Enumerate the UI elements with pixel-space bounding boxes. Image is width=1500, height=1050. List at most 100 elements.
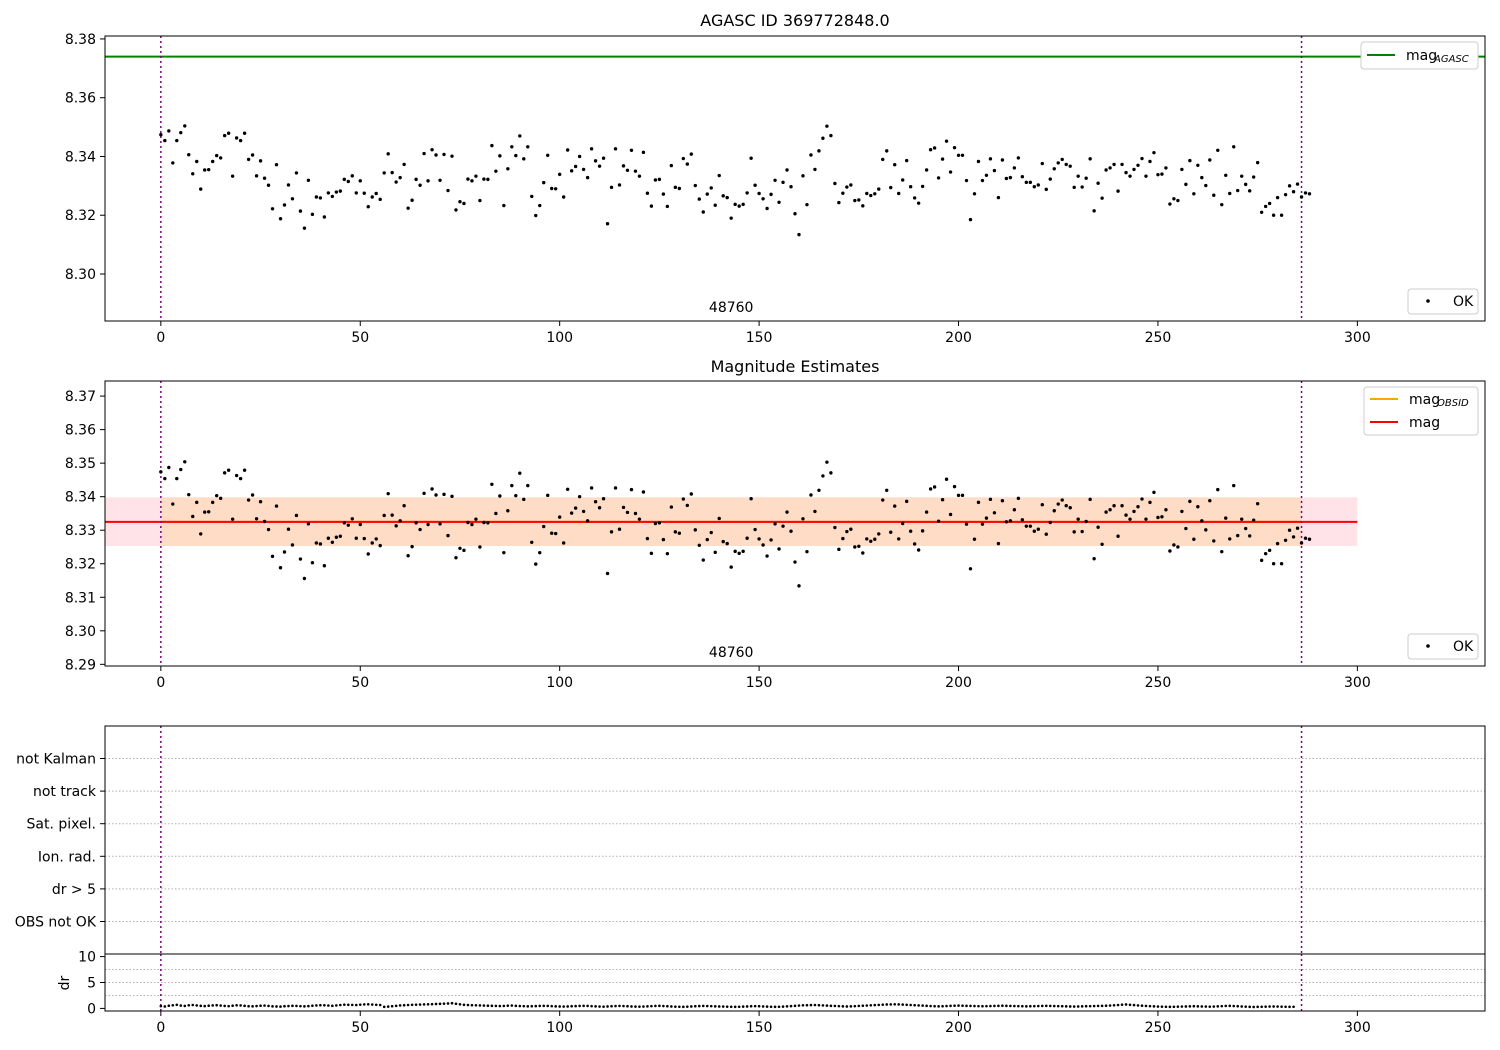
dr-point — [1288, 1005, 1291, 1009]
dr-point — [1140, 1004, 1144, 1008]
data-point — [597, 506, 602, 510]
data-point — [585, 519, 590, 523]
data-point — [948, 512, 953, 517]
x-tick-label: 300 — [1344, 675, 1371, 691]
data-point — [502, 203, 506, 208]
dr-point — [287, 1004, 290, 1008]
data-point — [1144, 174, 1148, 178]
y-tick-label: 8.36 — [65, 423, 96, 439]
data-point — [577, 494, 582, 499]
dr-point — [861, 1004, 865, 1008]
data-point — [1048, 520, 1052, 525]
data-point — [936, 519, 941, 523]
data-point — [1024, 180, 1029, 185]
data-point — [1192, 192, 1196, 196]
dr-point — [793, 1004, 797, 1008]
data-point — [242, 468, 247, 472]
y-tick-label: 8.36 — [65, 91, 96, 107]
data-point — [992, 168, 997, 173]
data-point — [709, 530, 713, 535]
dr-point — [323, 1004, 326, 1007]
data-point — [968, 567, 973, 571]
dr-point — [1080, 1005, 1084, 1008]
data-point — [187, 492, 191, 497]
data-point — [685, 162, 690, 166]
dr-point — [1112, 1004, 1116, 1007]
data-point — [713, 203, 717, 207]
dr-point — [247, 1004, 250, 1008]
data-point — [757, 191, 761, 196]
data-point — [1072, 530, 1076, 534]
data-point — [673, 530, 678, 534]
data-point — [821, 136, 825, 140]
dr-point — [350, 1003, 354, 1007]
data-point — [1271, 213, 1276, 217]
data-point — [789, 529, 793, 533]
data-point — [466, 520, 470, 525]
x-tick-label: 50 — [351, 1020, 369, 1036]
data-point — [506, 509, 510, 513]
data-point — [1196, 163, 1200, 167]
dr-point — [231, 1004, 234, 1008]
data-point — [458, 200, 462, 204]
dr-point — [642, 1005, 645, 1008]
data-point — [809, 493, 813, 497]
dr-point — [913, 1003, 916, 1007]
dr-point — [187, 1004, 191, 1007]
dr-point — [1240, 1005, 1244, 1008]
data-point — [238, 138, 243, 143]
dr-point — [494, 1004, 498, 1008]
dr-point — [255, 1004, 258, 1008]
dr-point — [1236, 1004, 1240, 1008]
dr-point — [586, 1004, 589, 1008]
data-point — [490, 482, 494, 486]
data-point — [386, 491, 390, 496]
data-point — [366, 205, 370, 209]
dr-point — [1052, 1004, 1056, 1008]
data-point — [226, 468, 231, 472]
data-point — [1251, 175, 1256, 179]
dr-point — [949, 1004, 952, 1008]
x-tick-label: 250 — [1145, 675, 1172, 691]
data-point — [398, 519, 402, 523]
dr-point — [622, 1004, 625, 1008]
dr-point — [1256, 1005, 1259, 1009]
dr-point — [570, 1004, 573, 1008]
data-point — [1036, 183, 1040, 187]
data-point — [841, 536, 845, 541]
y-tick-label: 8.32 — [65, 208, 96, 224]
data-point — [546, 153, 550, 157]
data-point — [697, 543, 701, 547]
dr-point — [1208, 1005, 1212, 1008]
data-point — [1240, 517, 1244, 521]
dr-point — [725, 1005, 729, 1008]
data-point — [242, 131, 247, 135]
data-point — [801, 517, 805, 521]
dr-point — [402, 1003, 406, 1007]
dr-point — [159, 1004, 163, 1008]
dr-point — [905, 1003, 908, 1007]
data-point — [338, 534, 343, 538]
data-point — [406, 206, 410, 210]
flags-panel: OBS not OK dr > 5 Ion. rad. Sat. pixel. not … — [15, 725, 1486, 955]
data-point — [920, 184, 925, 189]
data-point — [1184, 526, 1188, 531]
data-point — [912, 542, 917, 546]
data-point — [1247, 534, 1252, 538]
dr-point — [442, 1002, 446, 1005]
data-point — [761, 197, 765, 201]
data-point — [873, 537, 877, 541]
data-point — [621, 505, 626, 510]
data-point — [274, 504, 279, 508]
data-point — [1064, 504, 1068, 508]
data-point — [234, 473, 239, 478]
data-point — [701, 210, 705, 214]
legend-ok-label: OK — [1453, 639, 1474, 655]
data-point — [1303, 536, 1308, 540]
data-point — [494, 511, 498, 516]
data-point — [382, 513, 386, 518]
data-point — [1188, 158, 1192, 163]
dr-point — [498, 1004, 502, 1008]
dr-point — [183, 1004, 187, 1008]
dr-point — [1292, 1005, 1295, 1009]
